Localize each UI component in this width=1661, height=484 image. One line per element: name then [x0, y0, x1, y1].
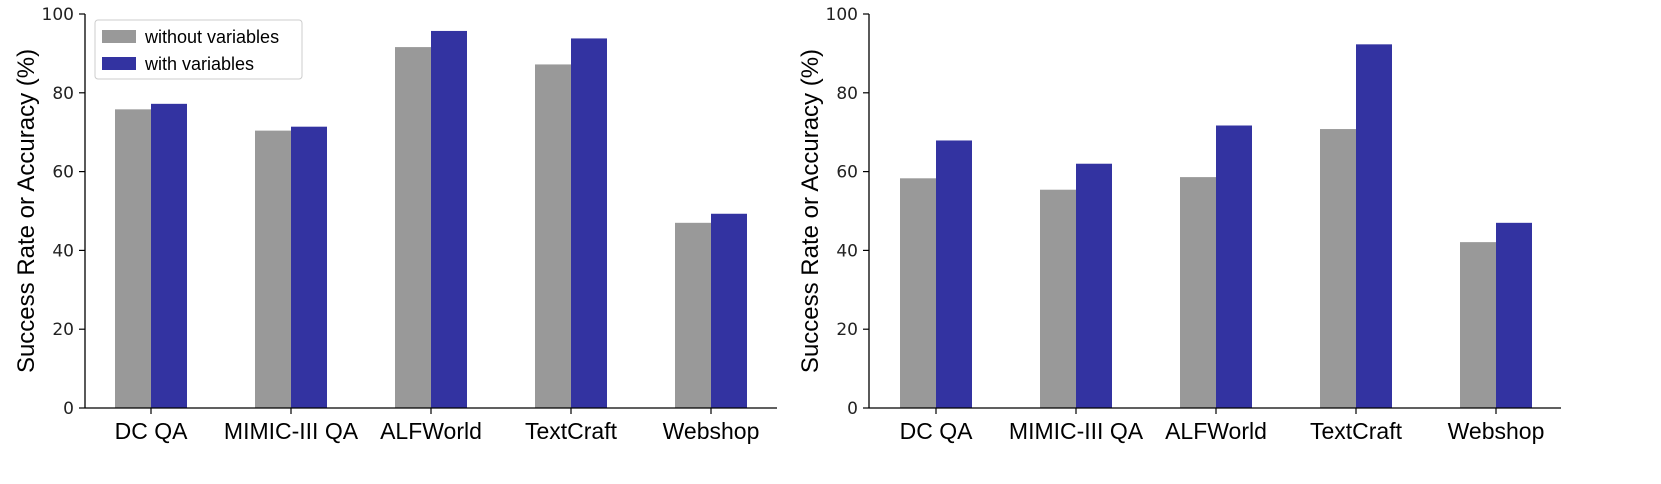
- legend-frame: [94, 19, 303, 80]
- legend-swatch: [102, 57, 136, 70]
- legend-label: without variables: [144, 27, 279, 47]
- bar-without-variables-webshop: [1460, 242, 1496, 408]
- bar-without-variables-alfworld: [1180, 177, 1216, 408]
- x-tick-label: TextCraft: [525, 418, 618, 444]
- x-tick-label: MIMIC-III QA: [224, 418, 359, 444]
- chart-panel-2: 0 20 40 60 80 100 DC QA MIMIC-III QA ALFWorld Tex…: [797, 5, 1561, 444]
- x-tick-label: DC QA: [115, 418, 189, 444]
- x-tick-label: TextCraft: [1310, 418, 1403, 444]
- bar-without-variables-dc-qa: [115, 109, 151, 409]
- y-tick-label: 60: [836, 163, 858, 183]
- legend: without variables with variables: [94, 19, 303, 80]
- x-tick-label: DC QA: [900, 418, 974, 444]
- x-tick-label: MIMIC-III QA: [1009, 418, 1144, 444]
- x-tick-label: Webshop: [663, 418, 760, 444]
- y-tick-label: 0: [847, 399, 858, 419]
- chart-panel-1: 0 20 40 60 80 100 DC QA MIMIC-III QA ALFWorld Tex…: [13, 5, 777, 444]
- legend-swatch: [102, 30, 136, 43]
- y-tick-label: 100: [42, 5, 74, 25]
- y-tick-label: 40: [836, 241, 858, 261]
- bar-with-variables-webshop: [1496, 222, 1532, 408]
- legend-label: with variables: [144, 54, 254, 74]
- bar-without-variables-dc-qa: [900, 178, 936, 408]
- bar-without-variables-alfworld: [395, 47, 431, 408]
- bar-without-variables-mimic-iii-qa: [255, 130, 291, 408]
- bar-without-variables-mimic-iii-qa: [1040, 189, 1076, 408]
- bar-with-variables-dc-qa: [936, 140, 972, 408]
- bar-with-variables-alfworld: [1216, 125, 1252, 408]
- x-tick-label: Webshop: [1448, 418, 1545, 444]
- y-tick-label: 100: [826, 5, 858, 25]
- bar-with-variables-textcraft: [571, 38, 607, 408]
- bar-with-variables-textcraft: [1356, 44, 1392, 408]
- bar-without-variables-textcraft: [1320, 129, 1356, 408]
- x-tick-label: ALFWorld: [1165, 418, 1267, 444]
- y-tick-label: 80: [836, 84, 858, 104]
- y-tick-label: 80: [52, 84, 74, 104]
- bar-with-variables-alfworld: [431, 30, 467, 409]
- y-tick-label: 20: [836, 320, 858, 340]
- x-tick-label: ALFWorld: [380, 418, 482, 444]
- bar-without-variables-textcraft: [535, 64, 571, 408]
- y-tick-label: 0: [63, 399, 74, 419]
- bar-with-variables-mimic-iii-qa: [1076, 163, 1112, 408]
- y-axis-label: Success Rate or Accuracy (%): [13, 49, 40, 373]
- bar-with-variables-webshop: [711, 213, 747, 408]
- bar-with-variables-dc-qa: [151, 103, 187, 408]
- y-tick-label: 40: [52, 241, 74, 261]
- bar-without-variables-webshop: [675, 222, 711, 408]
- y-tick-label: 20: [52, 320, 74, 340]
- y-axis-label: Success Rate or Accuracy (%): [797, 49, 824, 373]
- bar-with-variables-mimic-iii-qa: [291, 126, 327, 409]
- y-tick-label: 60: [52, 163, 74, 183]
